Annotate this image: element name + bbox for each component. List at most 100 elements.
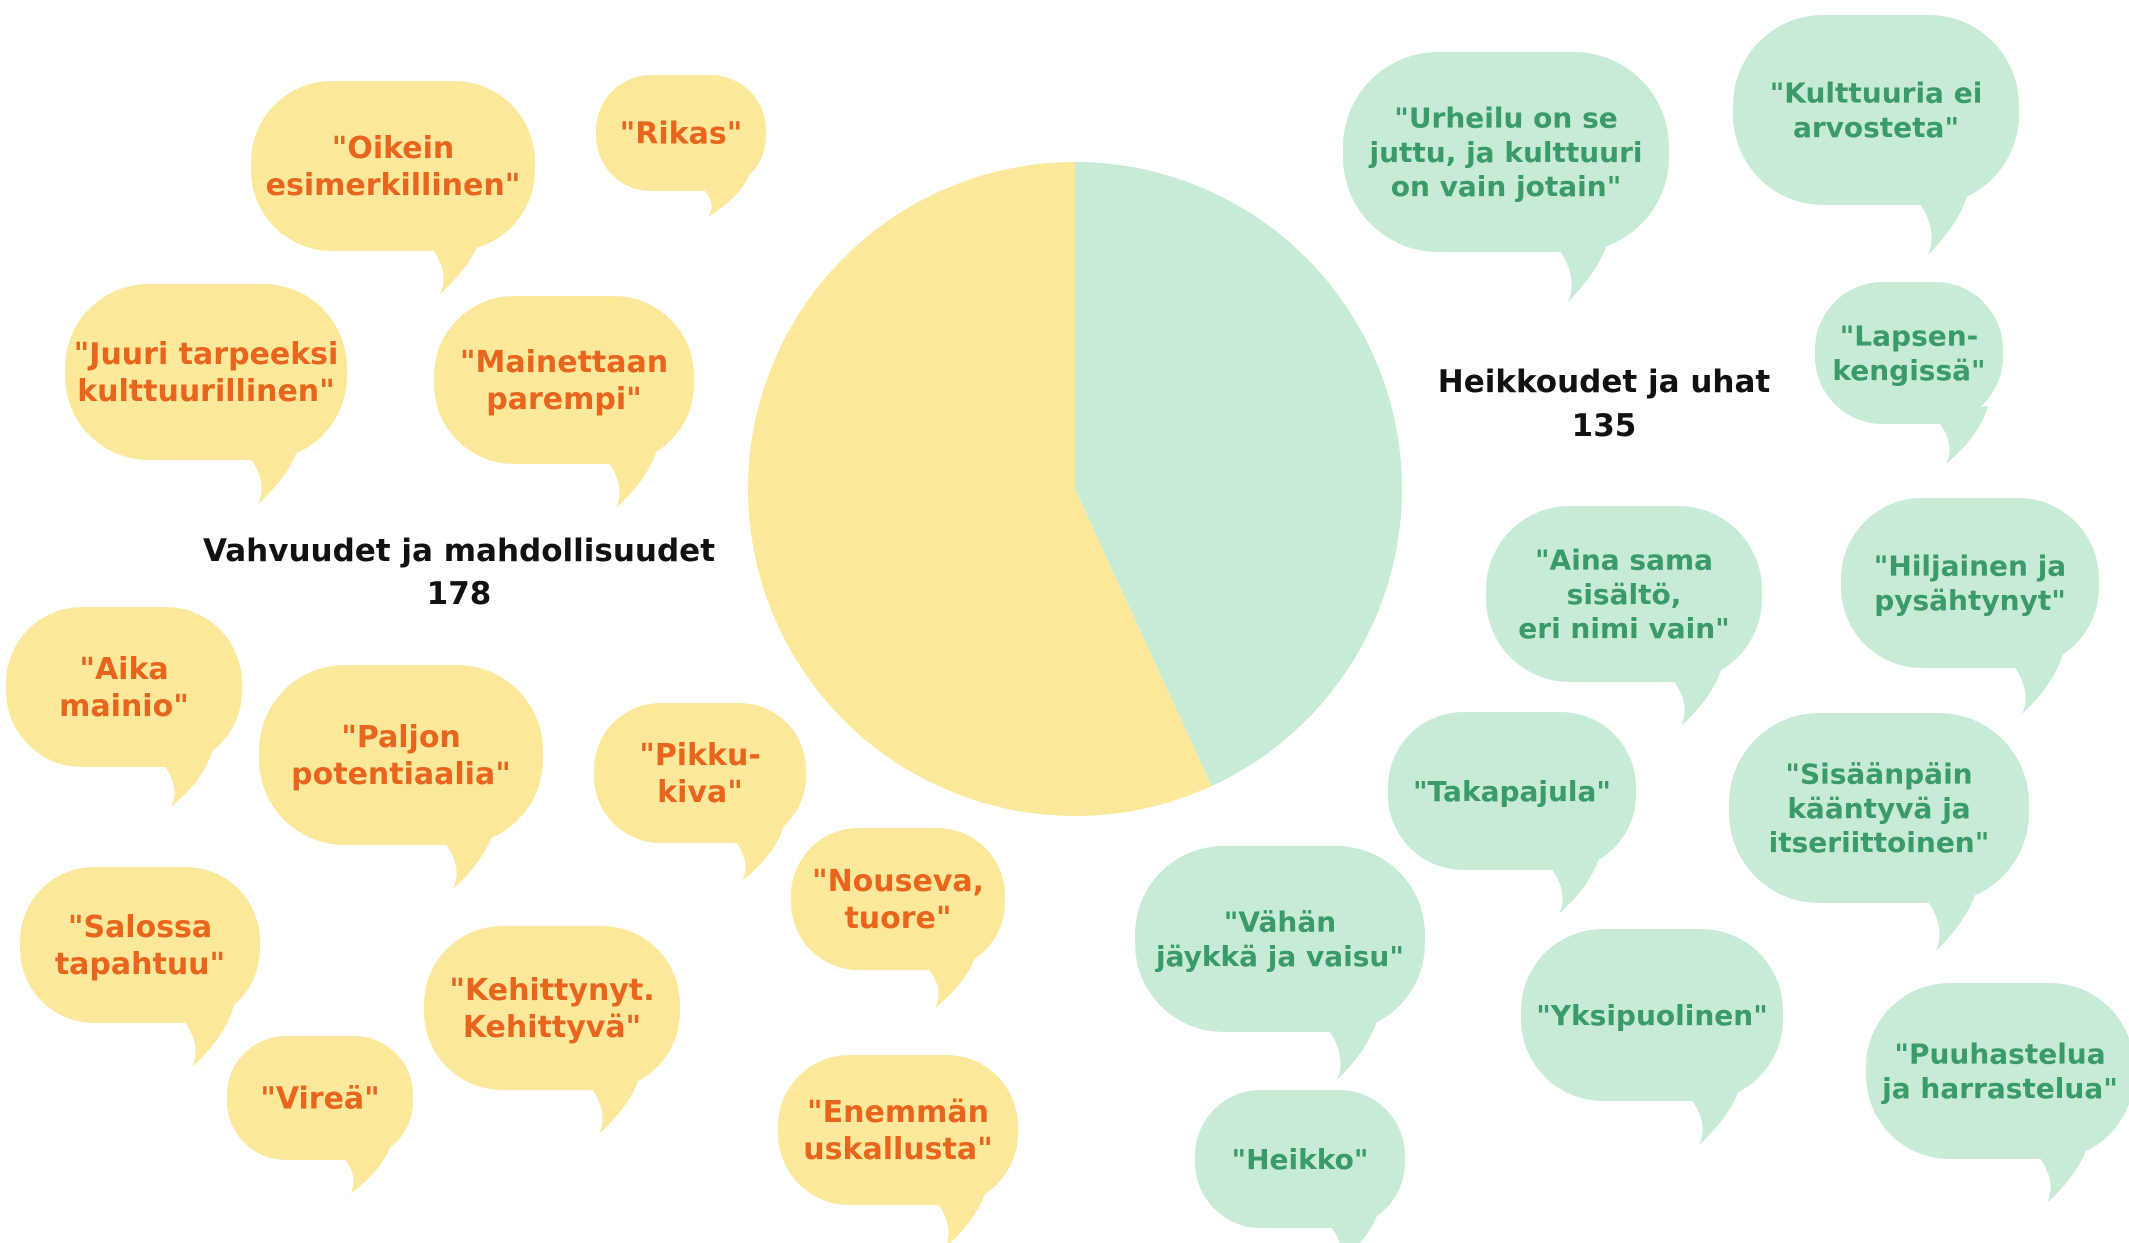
bubble-text-line: uskallusta" <box>803 1132 992 1167</box>
bubble-tail <box>2006 650 2064 714</box>
bubble-text-line: "Urheilu on se <box>1394 102 1618 135</box>
bubble-body <box>1866 983 2129 1159</box>
bubble-text-line: "Sisäänpäin <box>1785 758 1972 791</box>
bubble-text-line: ja harrastelua" <box>1881 1072 2118 1105</box>
bubble-text-line: itseriittoinen" <box>1769 826 1990 859</box>
bubble-text-line: sisältö, <box>1567 578 1682 611</box>
slice-label-vahvuudet: Vahvuudet ja mahdollisuudet <box>203 533 715 569</box>
bubble-text-line: kääntyvä ja <box>1787 792 1970 825</box>
bubble-body <box>1729 713 2029 903</box>
speech-bubble-positive-10: "Kehittynyt.Kehittyvä" <box>424 926 680 1134</box>
pie-slice-heikkoudet-ja-uhat <box>1075 162 1403 787</box>
bubble-text-line: "Kulttuuria ei <box>1770 77 1983 110</box>
bubble-tail <box>424 233 482 294</box>
bubble-body <box>594 703 806 843</box>
bubble-text-line: tapahtuu" <box>55 947 225 982</box>
pie-slice-vahvuudet-ja-mahdollisuudet <box>748 162 1212 816</box>
bubble-tail <box>583 1072 641 1134</box>
bubble-body <box>1195 1090 1405 1228</box>
bubble-tail <box>600 446 658 508</box>
bubble-body <box>1486 506 1762 682</box>
bubble-body <box>791 828 1005 970</box>
bubble-text-line: eri nimi vain" <box>1518 612 1729 645</box>
bubble-text-line: Kehittyvä" <box>463 1010 641 1045</box>
bubble-text-line: "Takapajula" <box>1413 775 1611 808</box>
bubble-text-line: "Mainettaan <box>460 345 668 380</box>
bubble-tail <box>1321 1210 1379 1243</box>
bubble-text-line: "Salossa <box>68 910 212 945</box>
bubble-text-line: "Pikku- <box>639 738 761 773</box>
bubble-body <box>1841 498 2099 668</box>
bubble-body <box>596 75 766 191</box>
bubble-tail <box>1543 852 1601 914</box>
bubble-tail <box>929 1187 987 1243</box>
slice-value-vahvuudet: 178 <box>427 576 492 612</box>
bubble-text-line: "Aina sama <box>1535 544 1713 577</box>
bubble-body <box>434 296 694 464</box>
bubble-body <box>1521 929 1783 1101</box>
bubble-body <box>1343 52 1669 252</box>
speech-bubble-positive-8: "Nouseva,tuore" <box>791 828 1005 1008</box>
bubble-tail <box>1920 885 1978 951</box>
bubble-tail <box>437 827 495 889</box>
bubble-text-line: "Heikko" <box>1232 1143 1369 1176</box>
bubble-body <box>6 607 242 767</box>
bubble-text-line: esimerkillinen" <box>266 168 521 203</box>
bubble-tail <box>334 1142 392 1194</box>
bubble-text-line: "Kehittynyt. <box>449 973 654 1008</box>
bubble-text-line: jäykkä ja vaisu" <box>1155 940 1404 973</box>
bubble-tail <box>1321 1014 1379 1080</box>
bubble-tail <box>1930 406 1988 464</box>
bubble-body <box>20 867 260 1023</box>
bubble-text-line: "Oikein <box>332 131 455 166</box>
bubble-tail <box>1552 234 1610 302</box>
speech-bubble-positive-7: "Pikku-kiva" <box>594 703 806 881</box>
bubble-body <box>1135 846 1425 1032</box>
bubble-text-line: potentiaalia" <box>291 757 511 792</box>
bubble-text-line: "Aika <box>79 652 168 687</box>
bubble-text-line: "Vähän <box>1224 906 1336 939</box>
speech-bubble-negative-9: "Yksipuolinen" <box>1521 929 1783 1145</box>
slice-label-heikkoudet: Heikkoudet ja uhat <box>1438 364 1771 400</box>
bubble-body <box>259 665 543 845</box>
bubble-text-line: arvosteta" <box>1793 111 1959 144</box>
bubble-text-line: "Juuri tarpeeksi <box>74 337 339 372</box>
bubble-tail <box>176 1005 234 1067</box>
pie-chart <box>748 162 1403 816</box>
bubble-text-line: "Lapsen- <box>1840 320 1979 353</box>
bubble-text-line: parempi" <box>486 382 642 417</box>
bubble-text-line: juttu, ja kulttuuri <box>1368 136 1642 169</box>
bubble-tail <box>155 749 213 807</box>
bubble-text-line: tuore" <box>844 901 951 936</box>
bubble-text-line: kiva" <box>657 775 743 810</box>
bubble-body <box>251 81 535 251</box>
bubble-text-line: kulttuurillinen" <box>77 374 335 409</box>
bubble-tail <box>242 442 300 504</box>
speech-bubble-positive-11: "Vireä" <box>227 1036 413 1194</box>
bubble-body <box>778 1055 1018 1205</box>
bubble-tail <box>1665 664 1723 726</box>
bubble-text-line: kengissä" <box>1832 354 1985 387</box>
bubble-text-line: "Vireä" <box>260 1082 380 1117</box>
bubble-text-line: "Yksipuolinen" <box>1536 999 1768 1032</box>
bubble-body <box>65 284 347 460</box>
bubble-body <box>1388 712 1636 870</box>
bubble-body <box>1815 282 2003 424</box>
bubble-text-line: "Nouseva, <box>812 864 984 899</box>
bubble-tail <box>726 825 784 881</box>
bubble-text-line: pysähtynyt" <box>1874 584 2066 617</box>
speech-bubble-negative-3: "Lapsen-kengissä" <box>1815 282 2003 464</box>
